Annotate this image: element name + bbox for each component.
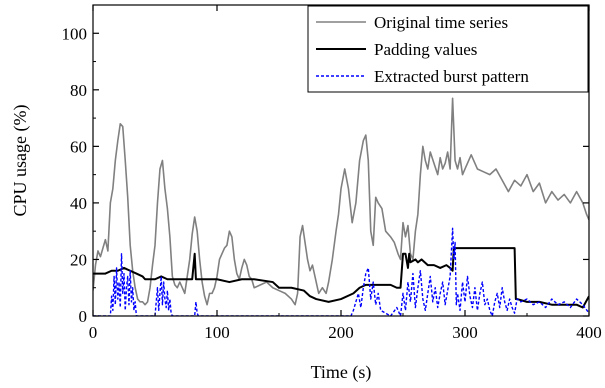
- x-axis-label: Time (s): [311, 362, 372, 383]
- x-tick-label: 300: [452, 323, 478, 342]
- y-axis-label: CPU usage (%): [10, 105, 31, 217]
- legend-label-1: Original time series: [374, 13, 508, 32]
- y-tick-label: 60: [70, 137, 87, 156]
- x-tick-label: 0: [89, 323, 98, 342]
- legend: Original time series Padding values Extrac…: [307, 5, 589, 93]
- series-line-3: [93, 227, 589, 316]
- x-tick-label: 400: [576, 323, 602, 342]
- y-tick-label: 80: [70, 81, 87, 100]
- x-tick-label: 100: [204, 323, 230, 342]
- x-tick-label: 200: [328, 323, 354, 342]
- series-layer: [93, 97, 589, 316]
- legend-label-3: Extracted burst pattern: [374, 67, 529, 86]
- y-tick-label: 20: [70, 250, 87, 269]
- y-tick-label: 0: [79, 307, 88, 326]
- series-line-1: [93, 97, 589, 306]
- y-tick-label: 40: [70, 194, 87, 213]
- ticks-layer: 0 100 200 300 400 0 20 40 60 80 100: [62, 5, 602, 342]
- y-tick-label: 100: [62, 24, 88, 43]
- legend-label-2: Padding values: [374, 40, 477, 59]
- series-line-2: [93, 247, 589, 309]
